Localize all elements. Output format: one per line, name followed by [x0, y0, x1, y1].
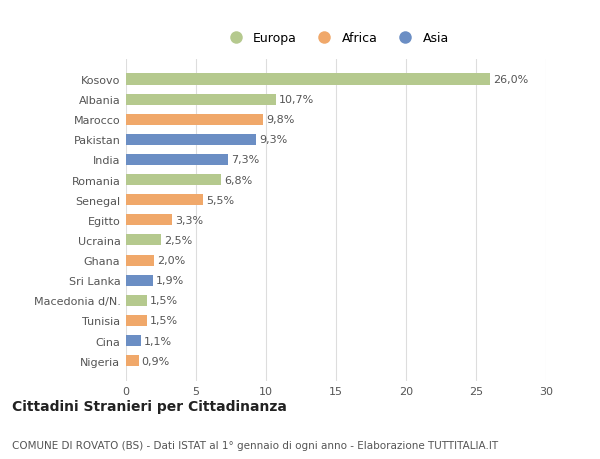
Text: 10,7%: 10,7%	[278, 95, 314, 105]
Bar	[126, 114, 263, 125]
Text: 1,5%: 1,5%	[150, 316, 178, 326]
Bar	[126, 355, 139, 366]
Text: 1,5%: 1,5%	[150, 296, 178, 306]
Bar	[126, 255, 154, 266]
Text: 1,1%: 1,1%	[144, 336, 172, 346]
Bar	[126, 235, 161, 246]
Text: 6,8%: 6,8%	[224, 175, 252, 185]
Bar	[126, 335, 142, 346]
Bar	[126, 195, 203, 206]
Text: COMUNE DI ROVATO (BS) - Dati ISTAT al 1° gennaio di ogni anno - Elaborazione TUT: COMUNE DI ROVATO (BS) - Dati ISTAT al 1°…	[12, 440, 498, 450]
Text: 2,0%: 2,0%	[157, 256, 185, 265]
Text: 0,9%: 0,9%	[142, 356, 170, 366]
Bar	[126, 215, 172, 226]
Bar	[126, 134, 256, 146]
Text: 9,8%: 9,8%	[266, 115, 295, 125]
Bar	[126, 155, 228, 166]
Text: 1,9%: 1,9%	[155, 275, 184, 285]
Bar	[126, 74, 490, 85]
Text: 26,0%: 26,0%	[493, 75, 528, 85]
Text: 3,3%: 3,3%	[175, 215, 203, 225]
Bar	[126, 95, 276, 106]
Legend: Europa, Africa, Asia: Europa, Africa, Asia	[218, 28, 454, 50]
Bar	[126, 295, 147, 306]
Text: 7,3%: 7,3%	[231, 155, 259, 165]
Text: 9,3%: 9,3%	[259, 135, 287, 145]
Bar	[126, 275, 152, 286]
Bar	[126, 315, 147, 326]
Text: Cittadini Stranieri per Cittadinanza: Cittadini Stranieri per Cittadinanza	[12, 399, 287, 413]
Text: 5,5%: 5,5%	[206, 195, 234, 205]
Bar	[126, 174, 221, 186]
Text: 2,5%: 2,5%	[164, 235, 192, 246]
